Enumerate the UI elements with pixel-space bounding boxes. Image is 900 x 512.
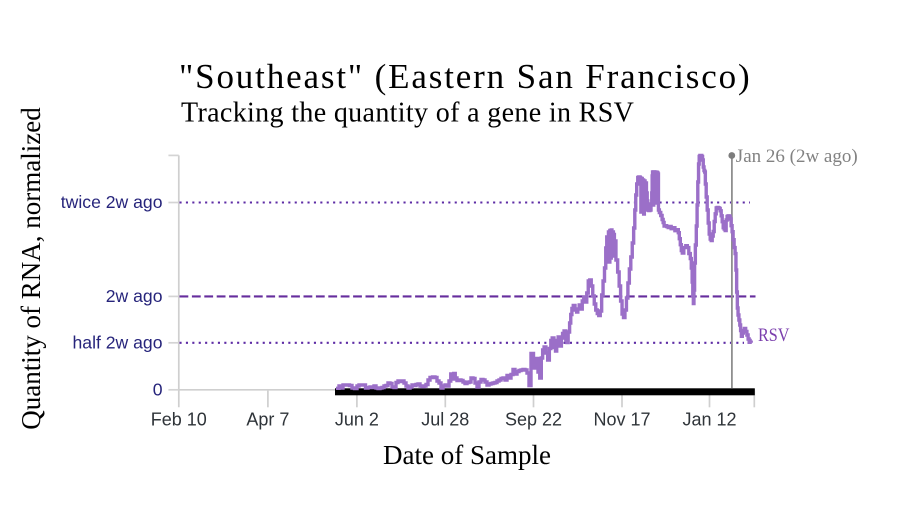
svg-text:Jul 28: Jul 28: [421, 410, 469, 430]
svg-text:Jun 2: Jun 2: [335, 410, 379, 430]
svg-text:Apr 7: Apr 7: [246, 410, 289, 430]
svg-text:Tracking the quantity of a gen: Tracking the quantity of a gene in RSV: [181, 98, 634, 129]
svg-text:RSV: RSV: [758, 325, 790, 346]
svg-text:Nov 17: Nov 17: [593, 410, 650, 430]
svg-text:Jan 12: Jan 12: [682, 410, 736, 430]
svg-text:2w ago: 2w ago: [106, 286, 163, 306]
svg-text:Feb 10: Feb 10: [151, 410, 207, 430]
svg-text:Sep 22: Sep 22: [505, 410, 562, 430]
svg-text:​"Southeast" (Eastern San Fran: ​"Southeast" (Eastern San Francisco): [179, 57, 752, 96]
svg-text:Jan 26 (2w ago): Jan 26 (2w ago): [736, 146, 858, 167]
svg-text:twice 2w ago: twice 2w ago: [61, 192, 163, 212]
svg-text:0: 0: [153, 380, 163, 400]
svg-text:Date of Sample: Date of Sample: [383, 440, 551, 470]
svg-text:half 2w ago: half 2w ago: [73, 333, 163, 353]
svg-text:Quantity of RNA, normalized: Quantity of RNA, normalized: [16, 107, 46, 430]
